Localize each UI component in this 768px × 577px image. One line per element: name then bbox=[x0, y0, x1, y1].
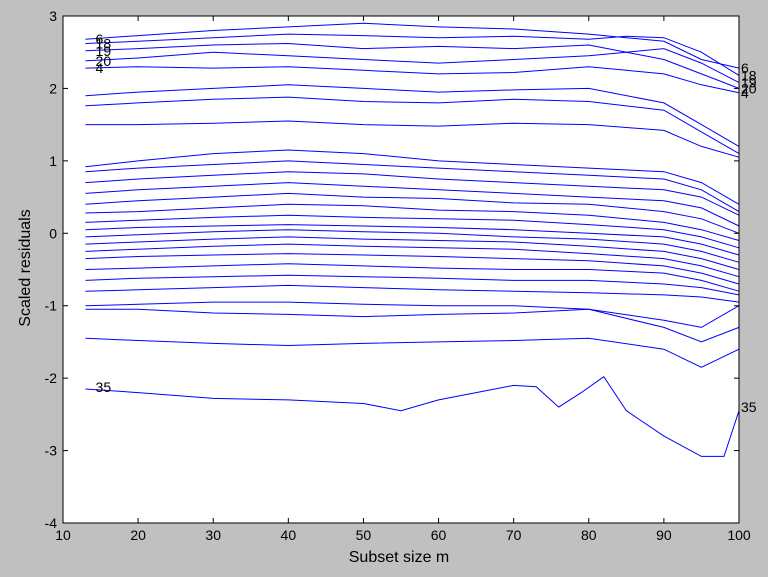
series-line-20 bbox=[85, 51, 740, 89]
plot-area bbox=[63, 16, 739, 523]
series-line-35 bbox=[85, 375, 740, 457]
point-label-right: 4 bbox=[741, 85, 749, 101]
point-label-right: 19 bbox=[741, 75, 757, 91]
series-line-19 bbox=[85, 243, 740, 278]
y-tick-label: -1 bbox=[45, 298, 58, 314]
series-line-24 bbox=[85, 301, 740, 328]
point-label-left: 6 bbox=[96, 31, 104, 47]
series-line-8 bbox=[85, 120, 740, 158]
x-tick-label: 30 bbox=[205, 527, 221, 543]
x-axis: 10 20 30 40 50 60 70 80 90 100 bbox=[55, 16, 751, 543]
point-label-right: 18 bbox=[741, 67, 757, 83]
x-tick-label: 50 bbox=[356, 527, 372, 543]
series-line-7 bbox=[85, 96, 740, 155]
series-line-12 bbox=[85, 182, 740, 227]
series-line-6 bbox=[85, 84, 740, 147]
x-tick-label: 60 bbox=[431, 527, 447, 543]
series-line-20 bbox=[85, 253, 740, 285]
y-axis: -4 -3 -2 -1 0 1 2 3 bbox=[45, 8, 739, 531]
point-label-left: 19 bbox=[96, 43, 112, 59]
x-tick-label: 10 bbox=[55, 527, 71, 543]
series-line-26 bbox=[85, 337, 740, 368]
point-label-left: 4 bbox=[96, 60, 104, 76]
series-line-16 bbox=[85, 224, 740, 256]
y-tick-label: 0 bbox=[49, 225, 57, 241]
x-tick-label: 80 bbox=[581, 527, 597, 543]
series-line-10 bbox=[85, 160, 740, 213]
series-line-22 bbox=[85, 274, 740, 296]
y-tick-label: -2 bbox=[45, 370, 58, 386]
series-line-14 bbox=[85, 203, 740, 241]
x-tick-label: 100 bbox=[727, 527, 751, 543]
series-line-17 bbox=[85, 229, 740, 263]
x-tick-label: 40 bbox=[281, 527, 297, 543]
series-line-4 bbox=[85, 66, 740, 94]
series-line-18 bbox=[85, 236, 740, 270]
y-tick-label: 1 bbox=[49, 153, 57, 169]
plot-frame bbox=[62, 15, 740, 524]
point-label-left: 35 bbox=[96, 379, 112, 395]
series-line-21 bbox=[85, 263, 740, 292]
series-line-15 bbox=[85, 214, 740, 249]
series-line-9 bbox=[85, 149, 740, 205]
point-label-right: 35 bbox=[741, 399, 757, 415]
y-tick-label: -3 bbox=[45, 443, 58, 459]
series-line-13 bbox=[85, 192, 740, 234]
series-line-23 bbox=[85, 284, 740, 303]
series-layer bbox=[85, 22, 740, 457]
x-tick-label: 20 bbox=[130, 527, 146, 543]
series-line-11 bbox=[85, 171, 740, 216]
series-line-19 bbox=[85, 42, 740, 84]
point-label-right: 20 bbox=[741, 80, 757, 96]
series-line-18 bbox=[85, 33, 740, 76]
point-label-left: 18 bbox=[96, 36, 112, 52]
y-tick-label: 2 bbox=[49, 80, 57, 96]
y-tick-label: -4 bbox=[45, 515, 58, 531]
point-label-left: 20 bbox=[96, 53, 112, 69]
point-label-right: 6 bbox=[741, 60, 749, 76]
x-tick-label: 70 bbox=[506, 527, 522, 543]
y-tick-label: 3 bbox=[49, 8, 57, 24]
series-line-6 bbox=[85, 22, 740, 69]
series-line-25 bbox=[85, 308, 740, 343]
x-axis-label: Subset size m bbox=[349, 549, 449, 566]
x-tick-label: 90 bbox=[656, 527, 672, 543]
y-axis-label: Scaled residuals bbox=[17, 209, 34, 326]
